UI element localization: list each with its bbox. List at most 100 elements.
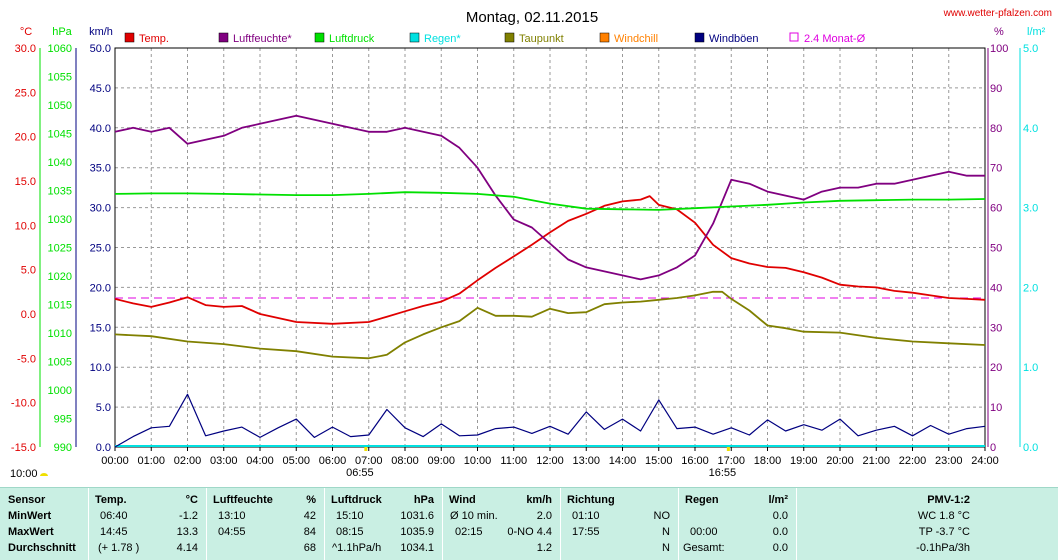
temp-axis-unit: °C <box>20 26 32 38</box>
start-time-label: 10:00 <box>10 468 38 480</box>
legend: Temp. Luftfeuchte* Luftdruck Regen* Taupunkt… <box>124 32 866 45</box>
temp-tick-label: 10.0 <box>15 220 36 232</box>
pressure-tick-label: 1020 <box>48 271 72 283</box>
x-tick-label: 24:00 <box>971 455 999 467</box>
humidity-tick-label: 80 <box>990 123 1002 135</box>
table-separator <box>88 488 89 560</box>
series <box>114 114 986 448</box>
temp-min-value: -1.2 <box>179 510 198 522</box>
humidity-tick-label: 40 <box>990 282 1002 294</box>
x-tick-label: 20:00 <box>826 455 854 467</box>
dir-row1-time: 01:10 <box>572 510 600 522</box>
legend-swatch <box>504 32 515 43</box>
temp-avg-trend: (+ 1.78 ) <box>98 542 140 554</box>
x-tick-label: 18:00 <box>754 455 782 467</box>
press-min-time: 15:10 <box>336 510 364 522</box>
legend-swatch <box>409 32 420 43</box>
row-label-min: MinWert <box>8 510 52 522</box>
wind-tick-label: 25.0 <box>90 243 111 255</box>
x-tick-label: 04:00 <box>246 455 274 467</box>
press-max-value: 1035.9 <box>400 526 434 538</box>
pressure-tick-label: 1025 <box>48 243 72 255</box>
wind-tick-label: 0.0 <box>96 442 111 454</box>
humidity-tick-label: 60 <box>990 203 1002 215</box>
pressure-series-line <box>114 191 986 211</box>
x-tick-label: 06:00 <box>319 455 347 467</box>
dew-series-line <box>114 290 986 360</box>
rain-tick-label: 0.0 <box>1023 442 1038 454</box>
temp-tick-label: -15.0 <box>11 442 36 454</box>
wind-max-value: 0-NO 4.4 <box>507 526 552 538</box>
x-tick-label: 08:00 <box>391 455 419 467</box>
x-tick-label: 13:00 <box>572 455 600 467</box>
sun-icon <box>40 473 48 476</box>
table-separator <box>206 488 207 560</box>
site-link[interactable]: www.wetter-pfalzen.com <box>943 8 1052 19</box>
humidity-tick-label: 70 <box>990 163 1002 175</box>
table-header-sensor: Sensor <box>8 494 46 506</box>
pressure-tick-label: 1010 <box>48 328 72 340</box>
pressure-tick-label: 1005 <box>48 357 72 369</box>
temp-tick-label: 25.0 <box>15 87 36 99</box>
legend-swatch <box>314 32 325 43</box>
wind-tick-label: 40.0 <box>90 123 111 135</box>
legend-label: Windböen <box>709 33 759 45</box>
wind-row1-label: Ø 10 min. <box>450 510 498 522</box>
legend-label: Temp. <box>139 33 169 45</box>
rain-tick-label: 3.0 <box>1023 203 1038 215</box>
table-unit-humidity: % <box>306 494 316 506</box>
humidity-tick-label: 50 <box>990 243 1002 255</box>
hum-min-time: 13:10 <box>218 510 246 522</box>
humidity-tick-label: 0 <box>990 442 996 454</box>
x-tick-label: 10:00 <box>464 455 492 467</box>
humidity-tick-label: 30 <box>990 322 1002 334</box>
x-tick-label: 03:00 <box>210 455 238 467</box>
temp-tick-label: -5.0 <box>17 353 36 365</box>
humidity-tick-label: 20 <box>990 362 1002 374</box>
x-tick-label: 02:00 <box>174 455 202 467</box>
sunset-time-label: 16:55 <box>709 467 737 479</box>
x-tick-label: 07:00 <box>355 455 383 467</box>
wind-tick-label: 20.0 <box>90 282 111 294</box>
table-header-direction: Richtung <box>567 494 615 506</box>
wind-row1-value: 2.0 <box>536 510 552 522</box>
dir-row3-value: N <box>662 542 670 554</box>
hum-max-value: 84 <box>303 526 316 538</box>
temp-tick-label: 30.0 <box>15 43 36 55</box>
humidity-tick-label: 90 <box>990 83 1002 95</box>
table-header-pressure: Luftdruck <box>331 494 382 506</box>
dir-row2-value: N <box>662 526 670 538</box>
legend-label: Regen* <box>424 33 461 45</box>
wind-tick-label: 5.0 <box>96 402 111 414</box>
x-tick-label: 14:00 <box>609 455 637 467</box>
pmv-row2: TP -3.7 °C <box>918 526 970 538</box>
hum-max-time: 04:55 <box>218 526 246 538</box>
legend-label: Luftfeuchte* <box>233 33 292 45</box>
table-separator <box>442 488 443 560</box>
table-header-pmv: PMV-1:2 <box>927 494 970 506</box>
legend-swatch <box>694 32 705 43</box>
gust-series-line <box>114 393 986 448</box>
wind-axis-unit: km/h <box>89 26 113 38</box>
chart-title: Montag, 02.11.2015 <box>466 9 598 26</box>
x-tick-label: 23:00 <box>935 455 963 467</box>
hum-avg-value: 68 <box>303 542 316 554</box>
legend-swatch <box>599 32 610 43</box>
humidity-tick-label: 100 <box>990 43 1008 55</box>
rain-row1-value: 0.0 <box>772 510 788 522</box>
table-unit-pressure: hPa <box>413 494 434 506</box>
rain-tick-label: 2.0 <box>1023 282 1038 294</box>
x-tick-label: 15:00 <box>645 455 673 467</box>
rain-row2-value: 0.0 <box>772 526 788 538</box>
dir-row1-value: NO <box>653 510 671 522</box>
x-tick-label: 19:00 <box>790 455 818 467</box>
pressure-tick-label: 1050 <box>48 100 72 112</box>
table-header-wind: Wind <box>449 494 476 506</box>
wind-max-time: 02:15 <box>455 526 483 538</box>
legend-label: 2.4 Monat-Ø <box>804 33 866 45</box>
rain-tick-label: 4.0 <box>1023 123 1038 135</box>
x-tick-label: 00:00 <box>101 455 129 467</box>
pressure-tick-label: 1030 <box>48 214 72 226</box>
x-tick-label: 09:00 <box>427 455 455 467</box>
temp-avg-value: 4.14 <box>176 542 198 554</box>
